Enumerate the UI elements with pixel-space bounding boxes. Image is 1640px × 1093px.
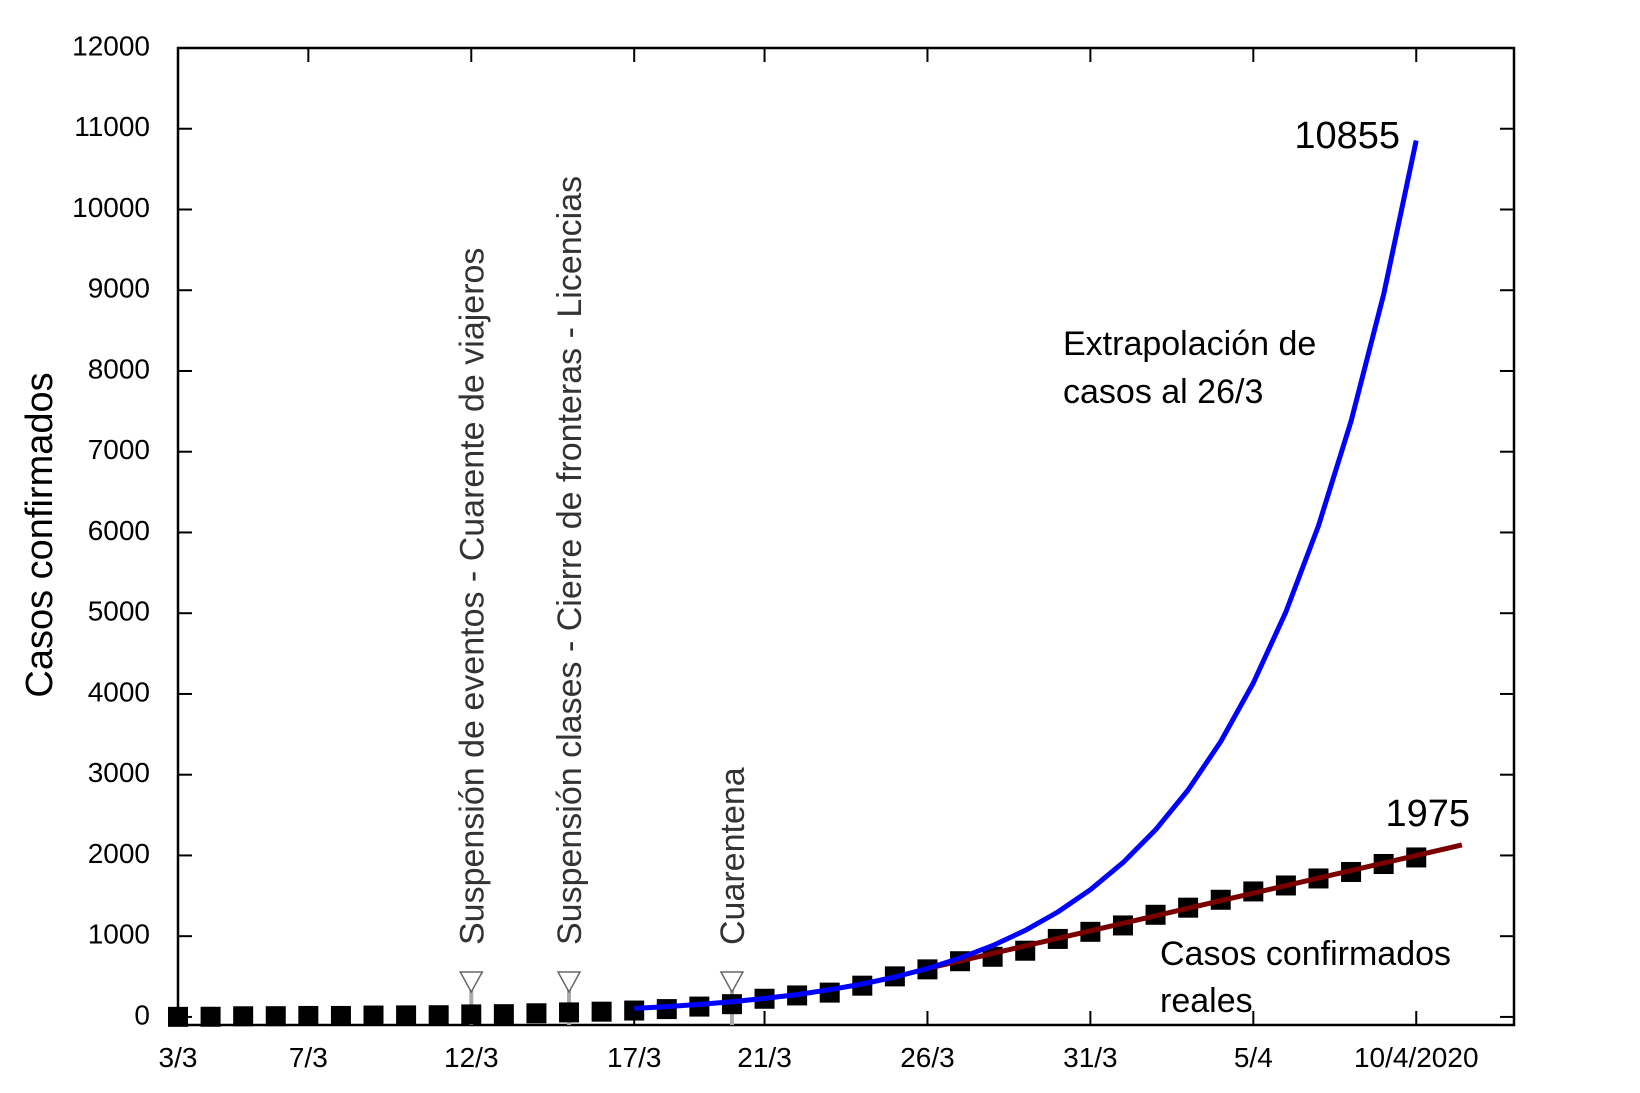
data-point <box>493 1004 514 1025</box>
data-point <box>428 1005 449 1026</box>
data-point <box>363 1005 384 1026</box>
x-tick-label: 17/3 <box>607 1042 662 1073</box>
x-tick-label: 5/4 <box>1234 1042 1273 1073</box>
x-tick-label: 3/3 <box>159 1042 198 1073</box>
annotation: 10855 <box>1294 115 1400 157</box>
y-axis-label: Casos confirmados <box>19 372 61 697</box>
data-point <box>591 1001 612 1022</box>
data-point <box>200 1006 221 1027</box>
event-marker <box>458 971 484 994</box>
annotation: reales <box>1160 982 1253 1020</box>
y-tick-label: 3000 <box>88 757 150 788</box>
y-tick-label: 4000 <box>88 676 150 707</box>
y-tick-label: 11000 <box>74 111 150 142</box>
x-tick-label: 21/3 <box>737 1042 792 1073</box>
data-point <box>526 1003 547 1024</box>
annotation: 1975 <box>1385 793 1470 835</box>
event-label: Suspensión clases - Cierre de fronteras … <box>551 176 589 945</box>
y-tick-label: 7000 <box>88 434 150 465</box>
x-tick-label: 7/3 <box>289 1042 328 1073</box>
data-point <box>168 1006 188 1027</box>
event-marker <box>719 971 745 994</box>
y-tick-label: 10000 <box>72 192 150 223</box>
event-marker <box>556 971 582 994</box>
data-point <box>396 1005 417 1026</box>
data-line <box>634 139 1419 1011</box>
x-tick-label: 31/3 <box>1063 1042 1118 1073</box>
data-point <box>461 1004 482 1025</box>
annotation: casos al 26/3 <box>1063 373 1263 411</box>
data-point <box>559 1002 580 1023</box>
data-point <box>233 1006 254 1027</box>
y-tick-label: 0 <box>134 999 150 1030</box>
y-tick-label: 12000 <box>72 30 150 61</box>
data-point <box>265 1006 286 1027</box>
x-tick-label: 10/4/2020 <box>1354 1042 1479 1073</box>
x-tick-label: 12/3 <box>444 1042 499 1073</box>
data-point <box>298 1005 319 1026</box>
y-tick-label: 1000 <box>88 919 150 950</box>
annotation: Extrapolación de <box>1063 325 1316 363</box>
plot-frame <box>176 46 1516 1027</box>
x-tick-label: 26/3 <box>900 1042 955 1073</box>
y-tick-label: 8000 <box>88 353 150 384</box>
data-line <box>926 842 1463 971</box>
data-point <box>330 1005 351 1026</box>
y-tick-label: 6000 <box>88 515 150 546</box>
event-label: Cuarentena <box>714 767 752 945</box>
y-tick-label: 5000 <box>88 596 150 627</box>
event-label: Suspensión de eventos - Cuarente de viaj… <box>453 248 491 945</box>
y-tick-label: 2000 <box>88 838 150 869</box>
annotation: Casos confirmados <box>1160 935 1451 973</box>
y-tick-label: 9000 <box>88 273 150 304</box>
data-point <box>624 1000 645 1021</box>
